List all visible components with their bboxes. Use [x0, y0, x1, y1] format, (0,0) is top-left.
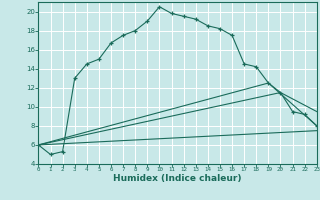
X-axis label: Humidex (Indice chaleur): Humidex (Indice chaleur) [113, 174, 242, 183]
